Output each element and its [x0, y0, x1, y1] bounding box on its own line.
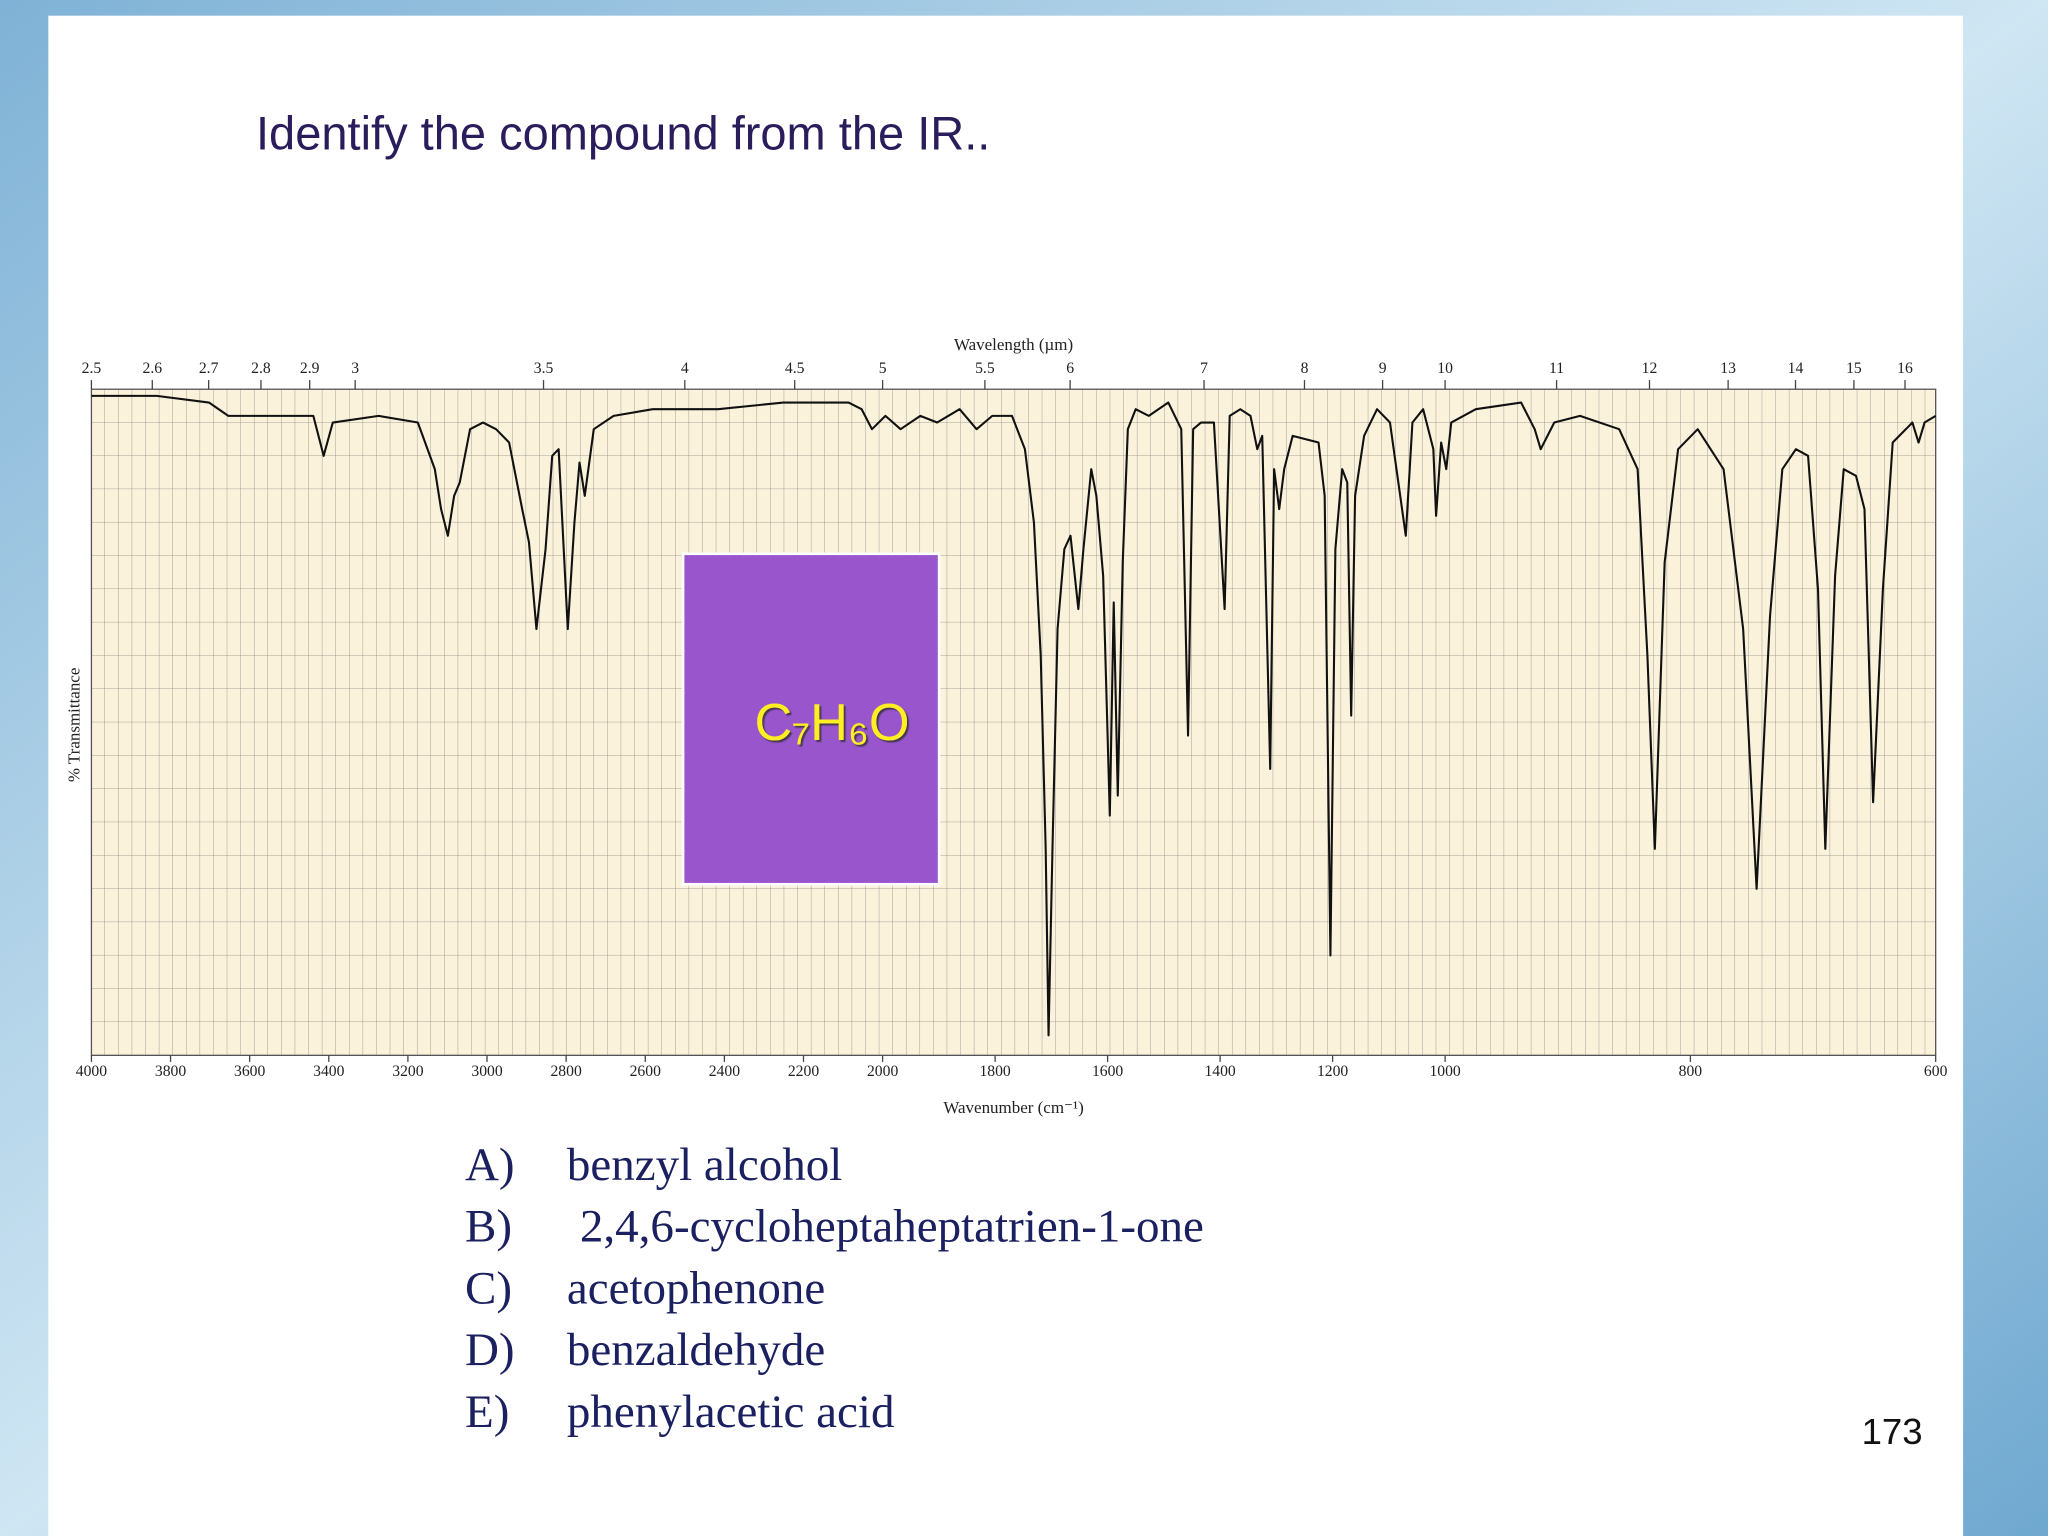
x2-tick-label: 2.8	[251, 360, 271, 377]
x-tick-label: 2400	[709, 1063, 740, 1080]
plot-frame	[90, 388, 1937, 1056]
x-tick-label: 1600	[1092, 1063, 1123, 1080]
x-axis-label: Wavenumber (cm⁻¹)	[943, 1098, 1083, 1117]
option-letter: E)	[465, 1386, 509, 1438]
x2-tick-label: 16	[1897, 360, 1913, 377]
x2-tick-label: 2.7	[199, 360, 219, 377]
x2-tick-label: 8	[1301, 360, 1309, 377]
x2-tick-label: 11	[1549, 360, 1564, 377]
x2-tick-label: 13	[1720, 360, 1736, 377]
x-tick-label: 1800	[979, 1063, 1010, 1080]
x2-tick-label: 4	[681, 360, 689, 377]
x-tick-label: 1400	[1204, 1063, 1235, 1080]
x-tick-label: 3600	[234, 1063, 265, 1080]
x2-tick-label: 2.9	[300, 360, 320, 377]
x2-tick-label: 5	[879, 360, 887, 377]
options: A) benzyl alcohol B) 2,4,6-cycloheptaheptat…	[465, 1139, 1204, 1438]
x-tick-label: 1000	[1429, 1063, 1460, 1080]
option-text: 2,4,6-cycloheptaheptatrien-1-one	[580, 1201, 1204, 1253]
option-text: acetophenone	[567, 1262, 825, 1314]
x-tick-label: 2000	[867, 1063, 898, 1080]
y-axis-label: % Transmittance	[65, 668, 84, 783]
x2-tick-label: 2.6	[142, 360, 162, 377]
x-tick-label: 2200	[788, 1063, 819, 1080]
x-tick-label: 3400	[313, 1063, 344, 1080]
option-text: benzyl alcohol	[567, 1139, 842, 1191]
x-tick-label: 800	[1679, 1063, 1703, 1080]
spectrum-line	[91, 394, 1937, 1037]
x-tick-label: 3800	[155, 1063, 186, 1080]
x-tick-label: 3000	[471, 1063, 502, 1080]
slide-title: Identify the compound from the IR..	[256, 107, 990, 160]
option-letter: D)	[465, 1324, 515, 1376]
x-tick-label: 600	[1924, 1063, 1948, 1080]
x2-tick-label: 3	[351, 360, 359, 377]
x-tick-label: 4000	[76, 1063, 107, 1080]
x2-tick-label: 3.5	[534, 360, 554, 377]
x-tick-label: 1200	[1317, 1063, 1348, 1080]
x2-tick-label: 2.5	[82, 360, 102, 377]
formula: C₇H₆O	[754, 694, 909, 752]
x2-tick-label: 12	[1642, 360, 1658, 377]
x-tick-label: 2600	[630, 1063, 661, 1080]
spectrum-layer: 4000 3800 3600 3400 3200 3000 2800 2600 2400 2200…	[76, 360, 1948, 1080]
option-letter: C)	[465, 1262, 512, 1314]
x-tick-label: 3200	[392, 1063, 423, 1080]
formula-box	[681, 552, 941, 886]
x2-axis-label: Wavelength (µm)	[954, 335, 1073, 354]
x2-tick-label: 14	[1788, 360, 1804, 377]
option-text: phenylacetic acid	[567, 1386, 895, 1438]
option-letter: B)	[465, 1201, 512, 1253]
option-letter: A)	[465, 1139, 515, 1191]
x2-tick-label: 15	[1846, 360, 1862, 377]
x2-tick-label: 10	[1437, 360, 1453, 377]
x2-tick-label: 9	[1379, 360, 1387, 377]
x2-tick-label: 5.5	[975, 360, 995, 377]
x-tick-label: 2800	[550, 1063, 581, 1080]
x2-tick-label: 7	[1200, 360, 1208, 377]
plot-grid	[91, 389, 1936, 1056]
x2-tick-label: 4.5	[785, 360, 805, 377]
page-number: 173	[1862, 1411, 1923, 1452]
option-text: benzaldehyde	[567, 1324, 825, 1376]
x2-tick-label: 6	[1066, 360, 1074, 377]
